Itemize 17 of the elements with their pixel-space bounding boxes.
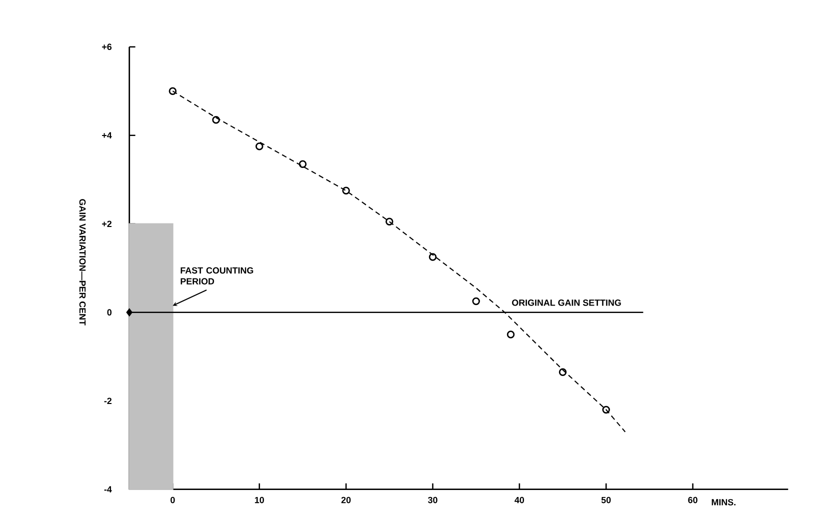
x-tick-label: 40 [514, 496, 524, 504]
x-tick-label: 30 [428, 496, 438, 504]
y-tick-label: 0 [107, 309, 112, 316]
x-tick-label: 0 [170, 496, 175, 504]
y-tick-label: +4 [102, 132, 112, 138]
y-tick-label: -4 [104, 486, 112, 492]
x-tick-label: 50 [601, 496, 611, 504]
x-tick-label: 60 [688, 496, 698, 504]
y-tick-label: -2 [104, 398, 112, 404]
band-label: FAST COUNTING PERIOD [180, 267, 254, 284]
x-axis-title: MINS. [712, 498, 736, 506]
y-axis-title: GAIN VARIATION—PER CENT [79, 198, 86, 326]
ref-line-label: ORIGINAL GAIN SETTING [512, 299, 621, 306]
y-tick-label: +6 [102, 44, 112, 50]
x-tick-label: 20 [341, 496, 351, 504]
x-tick-label: 10 [254, 496, 264, 504]
y-tick-label: +2 [102, 220, 112, 227]
